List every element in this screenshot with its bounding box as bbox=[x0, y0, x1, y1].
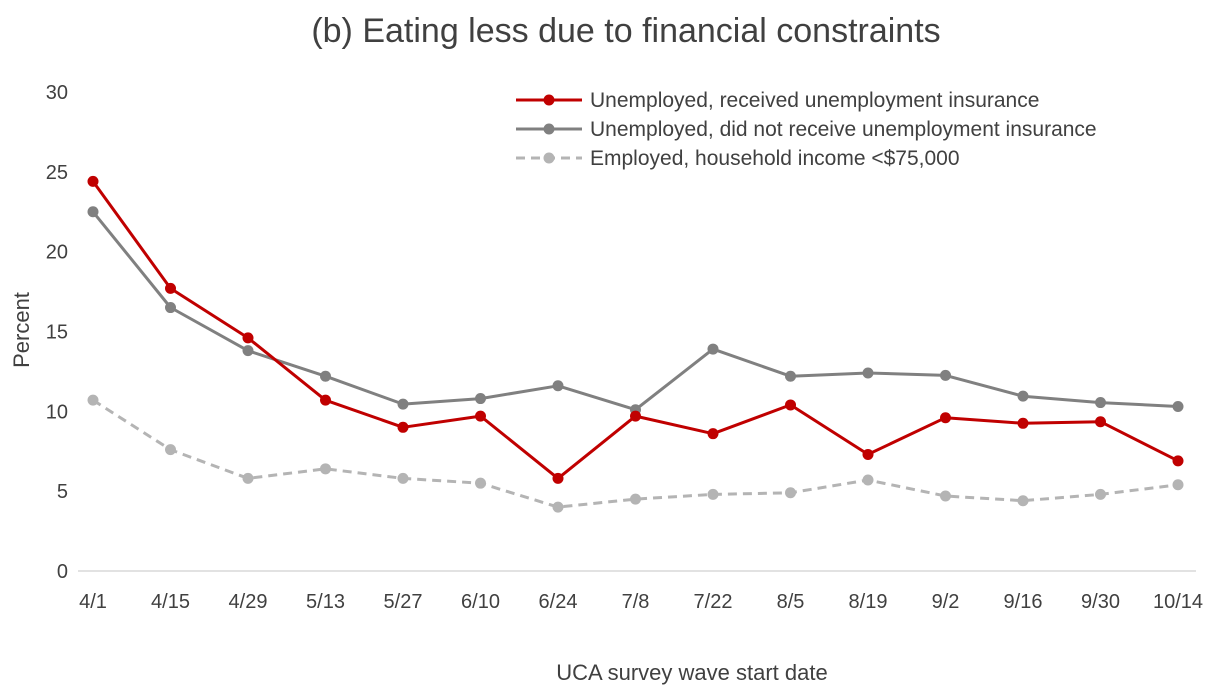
series-line bbox=[91, 180, 1179, 480]
chart-title: (b) Eating less due to financial constra… bbox=[311, 12, 940, 50]
x-axis-ticks: 4/1 4/15 4/29 5/13 5/27 6/10 6/24 7/8 7/22 8/5 8/1… bbox=[79, 591, 1203, 613]
data-point bbox=[707, 428, 719, 440]
data-point bbox=[242, 345, 254, 357]
data-point bbox=[1172, 401, 1184, 413]
data-point bbox=[940, 490, 951, 502]
legend-label: Unemployed, received unemployment insura… bbox=[590, 89, 1039, 112]
data-point bbox=[320, 370, 331, 382]
data-point bbox=[862, 367, 874, 379]
data-point bbox=[475, 393, 486, 405]
data-point bbox=[475, 410, 486, 422]
x-tick-label: 5/13 bbox=[306, 591, 345, 613]
data-point bbox=[1095, 416, 1106, 428]
data-point bbox=[707, 488, 719, 500]
data-point bbox=[165, 282, 176, 294]
x-axis-label: UCA survey wave start date bbox=[556, 660, 827, 685]
legend-item: Unemployed, received unemployment insura… bbox=[516, 89, 1039, 112]
x-tick-label: 9/30 bbox=[1081, 591, 1120, 613]
data-point bbox=[552, 472, 564, 484]
data-point bbox=[242, 332, 254, 344]
legend-label: Unemployed, did not receive unemployment… bbox=[590, 118, 1097, 141]
legend-label: Employed, household income <$75,000 bbox=[590, 147, 960, 170]
series-line bbox=[92, 398, 1179, 509]
series-line bbox=[91, 210, 1179, 412]
data-point bbox=[397, 472, 409, 484]
series-2 bbox=[87, 394, 1184, 513]
data-point bbox=[165, 444, 176, 456]
data-point bbox=[397, 421, 409, 433]
y-tick-label: 15 bbox=[46, 322, 68, 344]
y-tick-label: 30 bbox=[46, 82, 68, 104]
data-point bbox=[1017, 417, 1029, 429]
legend-item: Unemployed, did not receive unemployment… bbox=[516, 118, 1097, 141]
legend-item: Employed, household income <$75,000 bbox=[516, 147, 960, 170]
x-tick-label: 10/14 bbox=[1153, 591, 1203, 613]
data-point bbox=[630, 493, 641, 505]
data-point bbox=[397, 398, 409, 410]
legend-swatch-marker bbox=[543, 152, 555, 164]
data-point bbox=[552, 380, 564, 392]
data-point bbox=[940, 369, 951, 381]
x-tick-label: 8/5 bbox=[777, 591, 805, 613]
data-point bbox=[165, 302, 176, 314]
data-point bbox=[1095, 397, 1106, 409]
legend-swatch-marker bbox=[543, 123, 555, 135]
data-point bbox=[87, 394, 99, 406]
x-tick-label: 8/19 bbox=[849, 591, 888, 613]
y-tick-label: 20 bbox=[46, 242, 68, 264]
data-point bbox=[707, 343, 719, 355]
x-tick-label: 6/24 bbox=[539, 591, 578, 613]
legend-swatch-marker bbox=[543, 94, 555, 106]
x-tick-label: 7/8 bbox=[622, 591, 650, 613]
x-tick-label: 9/16 bbox=[1004, 591, 1043, 613]
data-point bbox=[552, 501, 564, 513]
data-point bbox=[1017, 390, 1029, 402]
data-point bbox=[785, 370, 796, 382]
y-tick-label: 25 bbox=[46, 162, 68, 184]
legend: Unemployed, received unemployment insura… bbox=[516, 89, 1097, 170]
data-point bbox=[1172, 455, 1184, 467]
data-point bbox=[785, 487, 796, 499]
data-point bbox=[862, 474, 874, 486]
data-point bbox=[87, 206, 99, 218]
data-point bbox=[630, 410, 641, 422]
series-0 bbox=[87, 175, 1184, 484]
data-point bbox=[1172, 479, 1184, 491]
data-point bbox=[320, 394, 331, 406]
data-point bbox=[320, 463, 331, 475]
data-point bbox=[785, 399, 796, 411]
x-tick-label: 4/1 bbox=[79, 591, 107, 613]
y-tick-label: 10 bbox=[46, 401, 68, 423]
y-tick-label: 0 bbox=[57, 561, 68, 583]
data-point bbox=[475, 477, 486, 489]
y-axis-ticks: 0 5 10 15 20 25 30 bbox=[46, 82, 68, 583]
series-layer bbox=[87, 175, 1184, 513]
series-1 bbox=[87, 206, 1184, 416]
y-tick-label: 5 bbox=[57, 481, 68, 503]
data-point bbox=[940, 412, 951, 424]
x-tick-label: 5/27 bbox=[384, 591, 423, 613]
y-axis-label: Percent bbox=[9, 292, 34, 368]
data-point bbox=[242, 472, 254, 484]
data-point bbox=[862, 448, 874, 460]
x-tick-label: 6/10 bbox=[461, 591, 500, 613]
x-tick-label: 4/15 bbox=[151, 591, 190, 613]
x-tick-label: 7/22 bbox=[694, 591, 733, 613]
data-point bbox=[87, 175, 99, 187]
data-point bbox=[1095, 488, 1106, 500]
x-tick-label: 4/29 bbox=[229, 591, 268, 613]
x-tick-label: 9/2 bbox=[932, 591, 960, 613]
data-point bbox=[1017, 495, 1029, 507]
